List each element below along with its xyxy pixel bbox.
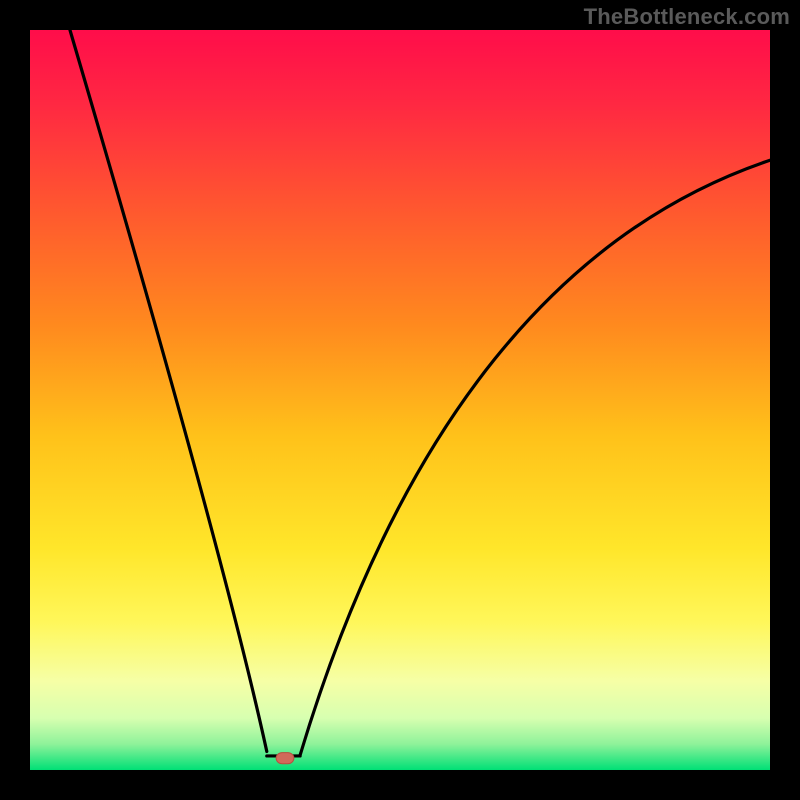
chart-background	[30, 30, 770, 770]
optimal-marker	[276, 753, 294, 764]
watermark-text: TheBottleneck.com	[584, 4, 790, 30]
stage: TheBottleneck.com	[0, 0, 800, 800]
bottleneck-chart	[0, 0, 800, 800]
